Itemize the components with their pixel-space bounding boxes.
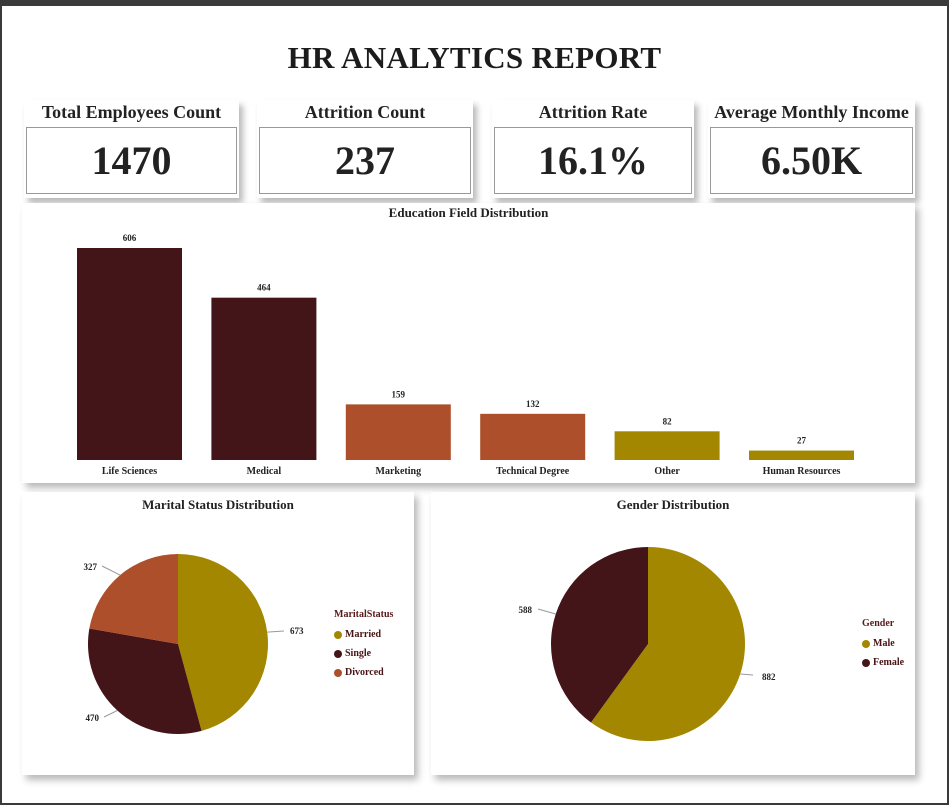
kpi-value: 6.50K [760,138,863,183]
report-title: HR ANALYTICS REPORT [287,40,662,75]
bar-life-sciences[interactable] [77,248,182,460]
slice-data-label: 588 [519,605,533,615]
legend-item-male[interactable]: Male [862,634,904,653]
legend-dot [334,649,342,658]
leader-line [103,710,118,718]
bar-human-resources[interactable] [749,450,854,460]
education-field-bar-chart: 606 Life Sciences 464 Medical 159 Marketing 13… [77,233,854,477]
kpi-card-attrition-count[interactable]: Attrition Count 237 [257,100,473,198]
legend-item-divorced[interactable]: Divorced [334,663,393,682]
x-tick-label: Marketing [376,466,422,477]
kpi-value: 16.1% [538,138,648,183]
kpi-value-box: 1470 [26,127,237,194]
legend-item-married[interactable]: Married [334,625,393,644]
pie-slice-male[interactable] [590,547,745,741]
legend-label: Single [345,648,372,659]
marital-status-panel[interactable]: Marital Status Distribution 673 470 327 Ma… [22,492,414,775]
bar-data-label: 464 [257,283,271,293]
gender-chart-title: Gender Distribution [616,497,730,512]
slice-data-label: 470 [86,713,100,723]
x-tick-label: Life Sciences [102,466,157,477]
x-tick-label: Medical [247,466,282,477]
legend-label: Married [345,629,382,640]
bar-technical-degree[interactable] [480,413,586,460]
legend-title: Gender [862,618,895,629]
kpi-card-attrition-rate[interactable]: Attrition Rate 16.1% [492,100,694,198]
kpi-label: Attrition Rate [538,102,648,122]
leader-line [537,608,556,615]
kpi-card-average-monthly-income[interactable]: Average Monthly Income 6.50K [708,100,915,198]
bar-data-label: 82 [663,416,673,426]
legend-item-single[interactable]: Single [334,644,393,663]
bar-data-label: 606 [123,233,137,243]
leader-line [101,565,121,576]
kpi-value: 237 [335,138,395,183]
legend-item-female[interactable]: Female [862,653,904,672]
slice-data-label: 673 [290,626,304,636]
legend-dot [862,639,870,648]
pie-slice-divorced[interactable] [89,554,178,644]
education-field-chart-title: Education Field Distribution [388,205,549,220]
pie-slice-single[interactable] [88,628,202,734]
kpi-value-box: 237 [259,127,471,194]
kpi-card-total-employees[interactable]: Total Employees Count 1470 [24,100,239,198]
kpi-label: Average Monthly Income [714,102,909,122]
legend-title: MaritalStatus [334,609,394,620]
legend-label: Female [873,657,905,668]
leader-line [740,673,754,676]
marital-status-pie-chart: 673 470 327 [84,554,304,734]
education-field-panel[interactable]: Education Field Distribution 606 Life Sci… [22,203,915,483]
bar-medical[interactable] [211,297,317,460]
bar-data-label: 132 [526,399,540,409]
kpi-value: 1470 [91,138,172,183]
kpi-value-box: 6.50K [710,127,913,194]
marital-status-legend: MaritalStatus Married Single Divorced [334,609,393,682]
kpi-value-box: 16.1% [494,127,692,194]
x-tick-label: Other [654,466,680,477]
bar-data-label: 27 [797,436,807,446]
slice-data-label: 327 [84,562,98,572]
bar-marketing[interactable] [345,404,451,460]
gender-pie-chart: 882 588 [519,547,776,741]
kpi-label: Attrition Count [304,102,426,122]
legend-dot [334,668,342,677]
bar-other[interactable] [614,431,720,460]
marital-status-chart-title: Marital Status Distribution [142,497,294,512]
legend-label: Male [873,638,895,649]
kpi-label: Total Employees Count [41,102,222,122]
legend-dot [334,630,342,639]
legend-label: Divorced [345,667,384,678]
bar-data-label: 159 [392,389,406,399]
pie-slice-married[interactable] [178,554,268,731]
slice-data-label: 882 [762,672,776,682]
gender-panel[interactable]: Gender Distribution 882 588 Gender Male F… [431,492,915,775]
x-tick-label: Human Resources [763,466,841,477]
legend-dot [862,658,870,667]
gender-legend: Gender Male Female [862,618,904,672]
leader-line [267,630,285,633]
x-tick-label: Technical Degree [496,466,570,477]
pie-slice-female[interactable] [551,547,648,723]
